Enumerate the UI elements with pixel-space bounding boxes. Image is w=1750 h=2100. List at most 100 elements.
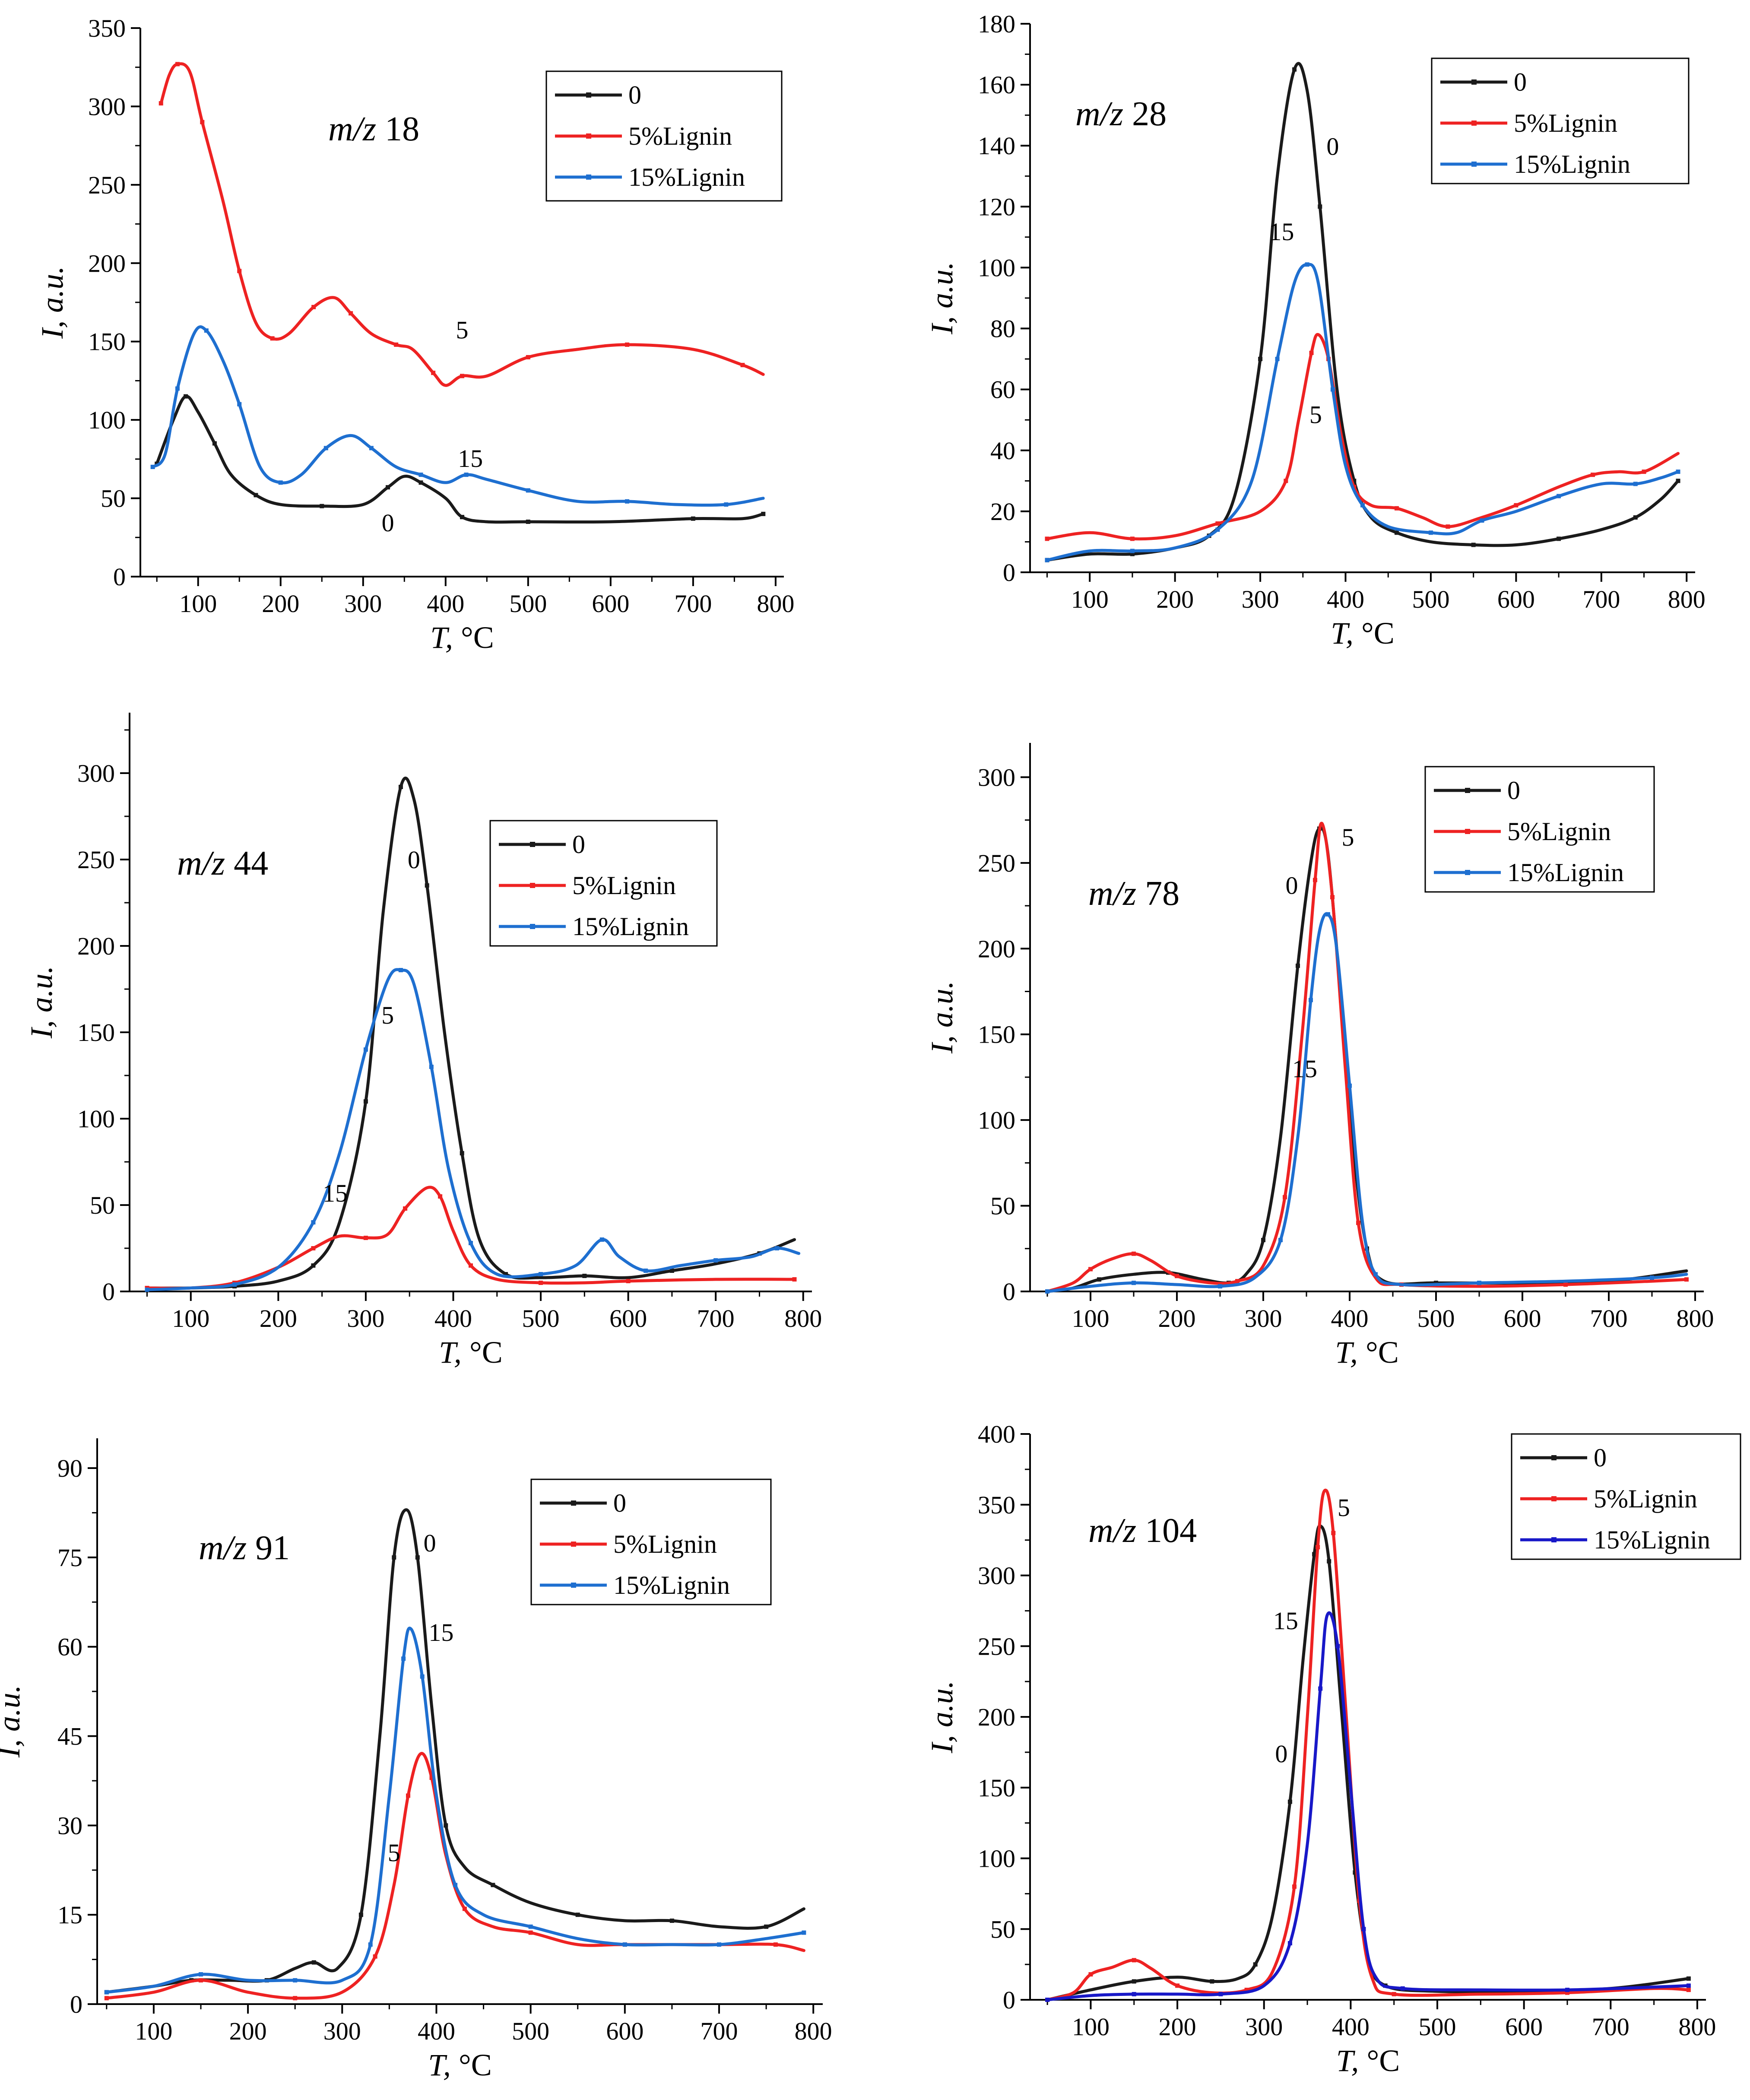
curve-annotation: 15 [428, 1618, 453, 1646]
data-point [159, 101, 163, 106]
data-point [625, 342, 630, 347]
legend-label: 0 [572, 830, 585, 859]
x-tick-label: 500 [1417, 1304, 1455, 1332]
x-tick-label: 500 [509, 590, 547, 618]
data-point [1313, 878, 1317, 882]
data-point [453, 1883, 458, 1887]
data-point [293, 1996, 298, 2001]
x-tick-label: 200 [229, 2017, 267, 2045]
y-tick-label: 75 [57, 1544, 82, 1572]
y-tick-label: 250 [77, 846, 115, 874]
data-point [199, 1978, 203, 1983]
data-point [104, 1990, 109, 1995]
x-axis-label: T, °C [1336, 2043, 1400, 2078]
data-point [1335, 1644, 1340, 1649]
data-point [311, 1263, 316, 1268]
data-point [462, 1906, 467, 1911]
y-tick-label: 150 [77, 1018, 115, 1047]
y-tick-label: 0 [1003, 1278, 1015, 1306]
curve-annotation: 5 [456, 316, 469, 344]
data-point [1565, 1988, 1569, 1992]
x-axis-label: T, °C [439, 1335, 503, 1370]
data-point [644, 1269, 648, 1273]
panel-title-number: 78 [1145, 875, 1179, 913]
data-point [1045, 536, 1049, 541]
data-point [363, 1099, 368, 1104]
data-point [418, 473, 423, 477]
x-tick-label: 300 [347, 1304, 384, 1332]
data-point [1353, 1870, 1357, 1875]
data-point [1275, 357, 1280, 362]
legend: 0 5%Lignin 15%Lignin [489, 820, 718, 947]
data-point [1296, 963, 1300, 968]
y-tick-label: 200 [88, 249, 126, 277]
y-tick-label: 180 [978, 10, 1015, 38]
data-point [237, 402, 242, 406]
data-point [1130, 552, 1135, 556]
x-axis-label: T, °C [1335, 1335, 1399, 1370]
data-point [1394, 506, 1399, 511]
curve-annotation: 0 [1326, 132, 1339, 160]
data-point [1326, 912, 1330, 917]
panel-title: m/z 104 [1088, 1512, 1197, 1550]
x-tick-label: 600 [592, 590, 629, 618]
curve-annotation: 5 [1342, 823, 1354, 851]
data-point [311, 1960, 316, 1965]
x-axis-unit: °C [459, 2048, 492, 2082]
data-point [460, 374, 464, 378]
curve-annotation: 15 [323, 1179, 348, 1207]
data-point [526, 520, 530, 524]
y-tick-label: 80 [990, 315, 1015, 343]
x-tick-label: 200 [1158, 1304, 1196, 1332]
x-tick-label: 400 [418, 2017, 455, 2045]
data-point [420, 1674, 425, 1679]
data-point [1261, 1237, 1265, 1242]
data-point [792, 1277, 797, 1282]
x-tick-label: 100 [1071, 585, 1109, 613]
y-axis-label: I, a.u. [925, 1681, 959, 1754]
series-line-15pctlignin [151, 325, 765, 507]
y-tick-label: 15 [57, 1901, 82, 1929]
data-point [1045, 1289, 1049, 1294]
series-line-5pctlignin [1046, 822, 1688, 1293]
y-tick-label: 20 [990, 498, 1015, 526]
legend-marker [1471, 121, 1477, 126]
data-point [438, 1194, 443, 1199]
data-point [394, 342, 399, 347]
y-tick-label: 30 [57, 1811, 82, 1840]
data-point [1591, 473, 1595, 477]
x-axis-unit: °C [1366, 2043, 1400, 2078]
x-axis-label: T, °C [430, 620, 494, 655]
x-tick-label: 400 [434, 1304, 472, 1332]
x-tick-label: 200 [260, 1304, 297, 1332]
legend-marker [1465, 829, 1470, 834]
x-tick-label: 300 [1245, 1304, 1282, 1332]
data-point [774, 1246, 779, 1250]
curve-annotation: 0 [1286, 871, 1298, 899]
data-point [1292, 67, 1297, 72]
y-tick-label: 50 [90, 1191, 115, 1219]
data-point [464, 473, 469, 477]
legend-marker [571, 1583, 576, 1588]
x-tick-label: 500 [1412, 585, 1449, 613]
data-point [369, 446, 374, 450]
legend: 0 5%Lignin 15%Lignin [530, 1478, 772, 1605]
y-axis-label: I, a.u. [0, 1685, 26, 1758]
y-tick-label: 200 [77, 932, 115, 960]
legend-marker [571, 1542, 576, 1547]
data-point [1045, 1998, 1050, 2002]
data-point [539, 1272, 543, 1276]
data-point [1088, 1267, 1093, 1272]
data-point [691, 516, 695, 521]
curve-annotation: 15 [1273, 1607, 1298, 1635]
data-point [1132, 1992, 1136, 1996]
y-tick-label: 350 [88, 14, 126, 42]
x-axis-var: T, [430, 620, 461, 655]
data-point [212, 441, 217, 446]
legend-label: 5%Lignin [1514, 109, 1617, 137]
legend-label: 15%Lignin [613, 1571, 730, 1599]
data-point [1130, 536, 1135, 541]
y-tick-label: 0 [1003, 1986, 1015, 2014]
y-tick-label: 60 [990, 376, 1015, 404]
data-point [431, 371, 436, 375]
